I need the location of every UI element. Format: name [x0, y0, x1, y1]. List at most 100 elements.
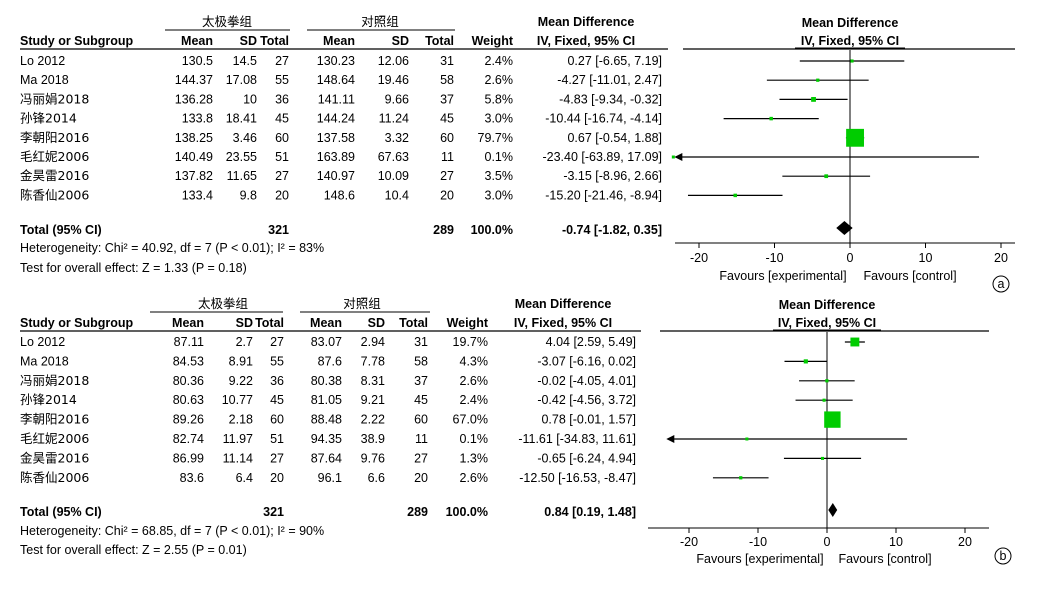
ci-header: IV, Fixed, 95% CI	[537, 34, 635, 48]
weight: 67.0%	[453, 413, 488, 427]
study-name: Lo 2012	[20, 54, 65, 68]
forest-panel-a: 太极拳组 对照组 Mean Difference Study or Subgroup M…	[20, 14, 1015, 293]
x-tick-label: 20	[994, 251, 1008, 265]
study-point-marker	[825, 379, 829, 383]
study-name: 金昊雷2016	[20, 450, 89, 465]
weight-header: Weight	[447, 316, 489, 330]
effect-ci: -0.42 [-4.56, 3.72]	[537, 393, 636, 407]
mean-exp: 133.4	[182, 188, 213, 202]
sd-exp: 6.4	[236, 471, 253, 485]
study-row: 陈香仙2006 133.4 9.8 20 148.6 10.4 20 3.0% -15.20 […	[20, 187, 662, 202]
mean-ctl: 144.24	[317, 112, 355, 126]
study-row: 毛红妮2006 140.49 23.55 51 163.89 67.63 11 0.1% -23…	[20, 149, 662, 164]
study-row: 李朝阳2016 138.25 3.46 60 137.58 3.32 60 79.7% 0.67…	[20, 130, 662, 145]
total-effect-ci: 0.84 [0.19, 1.48]	[544, 505, 636, 519]
study-name: 金昊雷2016	[20, 168, 89, 183]
sd-ctl-header: SD	[368, 316, 385, 330]
sd-exp-header: SD	[236, 316, 253, 330]
panel-letter-circle	[994, 547, 1012, 565]
mean-ctl: 83.07	[311, 335, 342, 349]
mean-ctl: 140.97	[317, 169, 355, 183]
study-row: 金昊雷2016 137.82 11.65 27 140.97 10.09 27 3.5% -3.…	[20, 168, 662, 183]
mean-ctl: 81.05	[311, 393, 342, 407]
sd-exp: 18.41	[226, 112, 257, 126]
total-ctl: 31	[414, 335, 428, 349]
total-n-exp: 321	[263, 505, 284, 519]
sd-ctl: 9.76	[361, 451, 385, 465]
study-name: Ma 2018	[20, 354, 69, 368]
panel-letter: b	[1000, 549, 1007, 563]
study-row: 毛红妮2006 82.74 11.97 51 94.35 38.9 11 0.1% -11.61…	[20, 431, 636, 446]
effect-ci: -4.83 [-9.34, -0.32]	[559, 92, 662, 106]
mean-exp: 86.99	[173, 451, 204, 465]
study-header: Study or Subgroup	[20, 34, 134, 48]
mean-difference-header: Mean Difference	[538, 15, 635, 29]
weight: 2.6%	[460, 471, 489, 485]
total-exp: 55	[270, 354, 284, 368]
study-header: Study or Subgroup	[20, 316, 134, 330]
total-ctl: 27	[414, 451, 428, 465]
mean-ctl: 87.6	[318, 354, 342, 368]
total-exp-header: Total	[260, 34, 289, 48]
mean-exp: 130.5	[182, 54, 213, 68]
total-exp: 60	[270, 413, 284, 427]
study-name: 李朝阳2016	[20, 412, 89, 427]
sd-exp: 2.18	[229, 413, 253, 427]
effect-ci: -3.15 [-8.96, 2.66]	[563, 169, 662, 183]
effect-ci: 4.04 [2.59, 5.49]	[546, 335, 636, 349]
total-ctl: 27	[440, 169, 454, 183]
sd-ctl: 10.4	[385, 188, 409, 202]
mean-ctl: 141.11	[318, 92, 355, 106]
weight: 2.6%	[485, 73, 514, 87]
total-ctl: 60	[440, 131, 454, 145]
sd-ctl: 6.6	[368, 471, 385, 485]
sd-ctl: 38.9	[361, 432, 385, 446]
total-exp: 20	[275, 188, 289, 202]
total-ctl: 20	[414, 471, 428, 485]
study-name: Lo 2012	[20, 335, 65, 349]
x-tick-label: 10	[889, 535, 903, 549]
mean-ctl: 163.89	[317, 150, 355, 164]
effect-ci: 0.27 [-6.65, 7.19]	[567, 54, 662, 68]
mean-exp: 144.37	[175, 73, 213, 87]
x-tick-label: -10	[749, 535, 767, 549]
sd-ctl: 9.66	[385, 92, 409, 106]
weight: 2.6%	[460, 374, 489, 388]
weight-header: Weight	[472, 34, 514, 48]
total-exp-header: Total	[255, 316, 284, 330]
control-group-header: 对照组	[361, 14, 399, 29]
sd-ctl: 7.78	[361, 354, 385, 368]
mean-ctl: 130.23	[317, 54, 355, 68]
weight: 5.8%	[485, 92, 514, 106]
sd-exp: 9.22	[229, 374, 253, 388]
sd-ctl: 2.94	[361, 335, 385, 349]
mean-exp: 133.8	[182, 112, 213, 126]
study-point-marker	[816, 78, 820, 82]
weight: 1.3%	[460, 451, 489, 465]
mean-exp: 87.11	[174, 335, 204, 349]
mean-ctl: 94.35	[311, 432, 342, 446]
mean-exp: 137.82	[175, 169, 213, 183]
mean-exp: 83.6	[180, 471, 204, 485]
experimental-group-header: 太极拳组	[198, 296, 248, 311]
effect-ci: -12.50 [-16.53, -8.47]	[519, 471, 636, 485]
study-row: 冯丽娟2018 136.28 10 36 141.11 9.66 37 5.8% -4.83 […	[20, 91, 662, 106]
mean-exp-header: Mean	[172, 316, 204, 330]
sd-exp: 9.8	[240, 188, 257, 202]
sd-exp: 3.46	[233, 131, 257, 145]
forest-panel-b: 太极拳组 对照组 Mean Difference Study or Subgroup M…	[20, 296, 1012, 566]
panel-letter-circle	[992, 275, 1010, 293]
study-name: 冯丽娟2018	[20, 91, 89, 106]
weight: 2.4%	[460, 393, 489, 407]
study-point-marker	[821, 456, 825, 460]
study-point-marker	[739, 476, 743, 480]
study-name: 陈香仙2006	[20, 470, 89, 485]
study-row: Ma 2018 144.37 17.08 55 148.64 19.46 58 2.6% -4.…	[20, 73, 662, 87]
x-tick-label: 0	[847, 251, 854, 265]
ci-header: IV, Fixed, 95% CI	[514, 316, 612, 330]
total-exp: 20	[270, 471, 284, 485]
total-exp: 45	[270, 393, 284, 407]
mean-ctl: 137.58	[317, 131, 355, 145]
total-exp: 45	[275, 112, 289, 126]
plot-md-header: Mean Difference	[802, 16, 899, 30]
